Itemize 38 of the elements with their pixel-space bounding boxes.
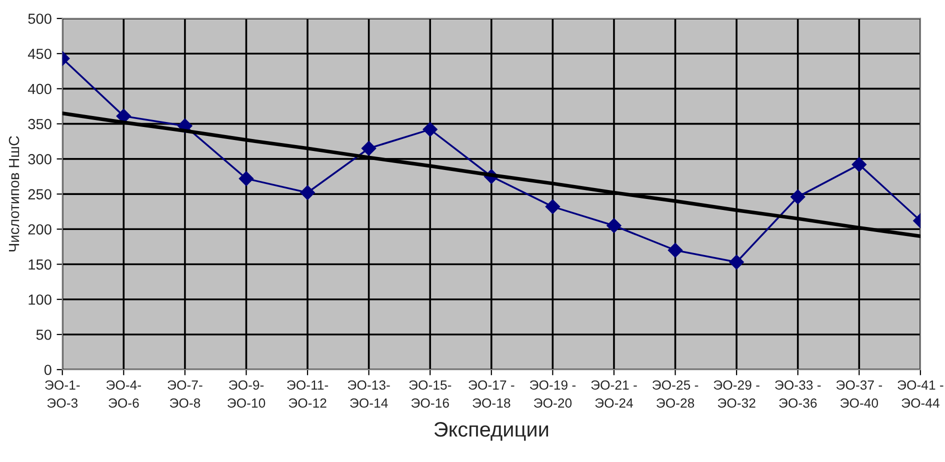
x-tick-label: ЭО-9- ЭО-10 [228,380,266,408]
point [852,157,867,172]
x-tick-label: ЭО-33 - ЭО-36 [775,380,821,408]
point [361,141,376,156]
y-tick-label: 0 [44,364,52,376]
y-tick-label: 200 [28,224,52,235]
x-tick-label: ЭО-25 - ЭО-28 [652,380,698,408]
x-tick-label: ЭО-11- ЭО-12 [287,380,328,408]
x-tick-label: ЭО-13- ЭО-14 [348,380,390,408]
point [545,199,560,214]
point [790,189,806,204]
x-tick-label: ЭО-41 - ЭО-44 [898,380,944,408]
x-axis-title: Экспедиции [434,422,548,441]
y-tick-label: 500 [28,14,52,24]
x-tick-label: ЭО-17 - ЭО-18 [468,380,514,408]
x-tick-label: ЭО-15- ЭО-16 [409,380,452,408]
point [422,122,438,137]
y-tick-label: 250 [28,189,52,200]
y-tick-label: 100 [28,294,52,305]
y-tick-label: 400 [28,84,52,94]
point [668,242,683,258]
y-axis-title: Числотипов НшС [8,136,20,252]
y-tick-label: 350 [28,118,52,130]
x-tick-label: ЭО-4- ЭО-6 [106,380,142,408]
x-tick-label: ЭО-1- ЭО-3 [45,380,80,408]
point [606,218,622,234]
point [729,254,744,270]
y-tick-label: 50 [36,330,52,340]
x-tick-label: ЭО-29 - ЭО-32 [714,380,760,408]
y-tick-label: 450 [28,48,52,60]
y-tick-label: 300 [28,154,52,164]
point [238,171,254,186]
x-tick-label: ЭО-19 - ЭО-20 [530,380,576,408]
point [300,185,315,200]
y-tick-label: 150 [28,259,52,270]
x-tick-label: ЭО-7- ЭО-8 [168,380,202,408]
x-tick-label: ЭО-37 - ЭО-40 [836,380,882,408]
x-tick-label: ЭО-21 - ЭО-24 [591,380,637,408]
